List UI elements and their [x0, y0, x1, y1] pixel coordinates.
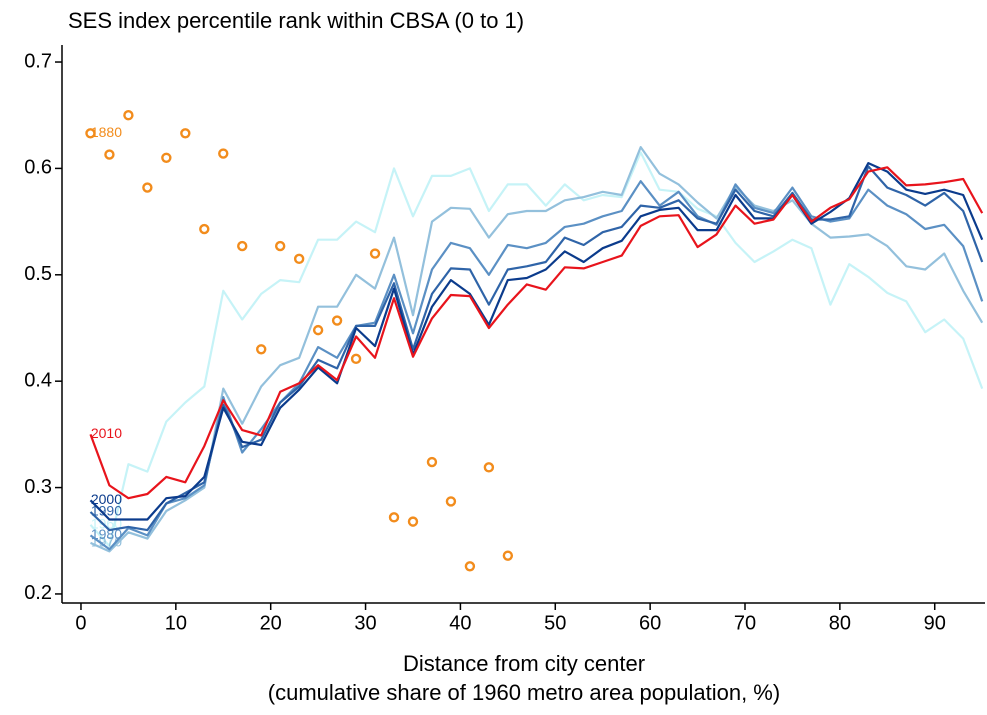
series-line [89, 180, 984, 551]
x-tick-label: 20 [260, 612, 282, 634]
point [464, 561, 476, 572]
series-label: 2010 [91, 425, 122, 441]
y-tick-label: 0.3 [24, 476, 52, 498]
x-axis-label: (cumulative share of 1960 metro area pop… [268, 680, 780, 705]
y-tick-label: 0.5 [24, 263, 52, 285]
series-label: 1990 [91, 503, 122, 519]
x-tick-label: 90 [924, 612, 946, 634]
point [199, 223, 210, 235]
point [502, 550, 514, 561]
series-line [89, 162, 984, 521]
series-label: 1880 [91, 124, 122, 140]
chart-title: SES index percentile rank within CBSA (0… [68, 8, 524, 33]
point [123, 110, 134, 121]
y-tick-label: 0.6 [24, 157, 52, 179]
y-tick-label: 0.2 [24, 582, 52, 604]
point [104, 149, 115, 160]
point [312, 324, 324, 336]
point [161, 152, 172, 163]
point [445, 496, 457, 507]
y-tick-label: 0.4 [24, 369, 52, 391]
point [388, 512, 400, 523]
point [274, 240, 286, 252]
point [426, 456, 438, 468]
point [483, 462, 495, 473]
x-tick-label: 10 [165, 612, 187, 634]
x-tick-label: 50 [544, 612, 566, 634]
point [293, 253, 305, 265]
series-line [90, 146, 984, 553]
point [180, 128, 191, 139]
series-line [89, 166, 984, 500]
point [369, 248, 381, 259]
series-label: 1970 [91, 534, 122, 550]
point [407, 516, 419, 527]
x-tick-label: 60 [639, 612, 661, 634]
x-tick-label: 30 [354, 612, 376, 634]
x-tick-label: 80 [829, 612, 851, 634]
y-tick-label: 0.7 [24, 50, 52, 72]
point [218, 148, 229, 159]
point [256, 344, 267, 355]
x-tick-label: 70 [734, 612, 756, 634]
series-line [89, 151, 984, 548]
x-axis-label: Distance from city center [403, 651, 645, 676]
series-label: 2000 [91, 491, 122, 507]
point [331, 315, 343, 326]
x-tick-label: 40 [449, 612, 471, 634]
x-tick-label: 0 [75, 612, 86, 634]
point [142, 182, 153, 193]
point [237, 240, 248, 252]
point [350, 353, 362, 365]
point [85, 128, 96, 139]
series-line [89, 165, 984, 532]
